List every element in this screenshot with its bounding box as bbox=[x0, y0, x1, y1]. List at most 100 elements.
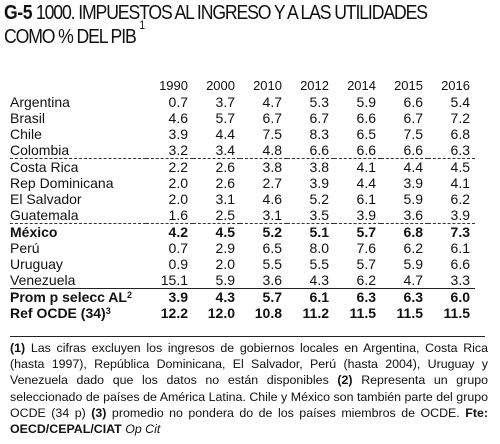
value-cell: 6.2 bbox=[403, 240, 423, 256]
row-label: Guatemala bbox=[10, 207, 146, 224]
value-cell: 6.6 bbox=[287, 142, 334, 159]
row-label: México bbox=[10, 224, 146, 240]
value-cell: 6.2 bbox=[450, 191, 470, 207]
value-cell: 3.1 bbox=[215, 191, 235, 207]
value-cell: 6.5 bbox=[262, 240, 282, 256]
title-line-1: 1000. IMPUESTOS AL INGRESO Y A LAS UTILI… bbox=[35, 1, 428, 24]
value-cell: 7.3 bbox=[450, 224, 470, 240]
value-cell: 7.2 bbox=[450, 110, 470, 126]
value-cell: 3.9 bbox=[168, 126, 188, 142]
value-cell: 2.5 bbox=[193, 207, 240, 224]
value-cell: 6.3 bbox=[403, 289, 423, 305]
year-header: 2010 bbox=[253, 78, 282, 93]
value-cell: 11.5 bbox=[396, 305, 423, 321]
row-label: Chile bbox=[10, 126, 146, 142]
value-cell: 5.2 bbox=[262, 224, 282, 240]
row-label: Costa Rica bbox=[10, 159, 146, 175]
source-text: : OECD/CEPAL/CIAT bbox=[10, 405, 488, 437]
table-row: Brasil 4.6 5.7 6.7 6.7 6.6 6.7 7.2 bbox=[10, 110, 475, 126]
value-cell: 3.8 bbox=[262, 159, 282, 175]
row-label: Colombia bbox=[10, 142, 146, 159]
value-cell: 0.7 bbox=[168, 94, 188, 110]
footnote-2-text: Representa un grupo seleccionado de país… bbox=[10, 373, 488, 420]
value-cell: 5.5 bbox=[262, 256, 282, 272]
table-row: Costa Rica 2.2 2.6 3.8 3.8 4.1 4.4 4.5 bbox=[10, 159, 475, 175]
value-cell: 0.7 bbox=[168, 240, 188, 256]
value-cell: 2.7 bbox=[262, 175, 282, 191]
row-label: Rep Dominicana bbox=[10, 175, 146, 191]
footnote-1-text: Las cifras excluyen los ingresos de gobi… bbox=[10, 341, 488, 388]
value-cell: 2.0 bbox=[215, 256, 235, 272]
value-cell: 3.9 bbox=[168, 289, 188, 305]
footnote-1-marker: (1) bbox=[10, 341, 26, 355]
value-cell: 3.9 bbox=[334, 207, 381, 224]
table-row: Venezuela 15.1 5.9 3.6 4.3 6.2 4.7 3.3 bbox=[10, 272, 475, 289]
table-row: Rep Dominicana 2.0 2.6 2.7 3.9 4.4 3.9 4.1 bbox=[10, 175, 475, 191]
value-cell: 2.0 bbox=[168, 191, 188, 207]
value-cell: 5.5 bbox=[309, 256, 329, 272]
value-cell: 3.6 bbox=[240, 272, 287, 289]
value-cell: 7.5 bbox=[262, 126, 282, 142]
table-row: El Salvador 2.0 3.1 4.6 5.2 6.1 5.9 6.2 bbox=[10, 191, 475, 207]
value-cell: 6.6 bbox=[334, 142, 381, 159]
value-cell: 5.7 bbox=[262, 289, 282, 305]
row-label: Ref OCDE (34)3 bbox=[10, 305, 146, 321]
table-row: Perú 0.7 2.9 6.5 8.0 7.6 6.2 6.1 bbox=[10, 240, 475, 256]
source-label: Fte bbox=[465, 405, 484, 420]
year-header: 2014 bbox=[347, 78, 376, 93]
table-row: Ref OCDE (34)3 12.2 12.0 10.8 11.2 11.5 11.5 11… bbox=[10, 305, 475, 321]
footnote-3-marker: (3) bbox=[91, 405, 107, 420]
value-cell: 3.7 bbox=[215, 94, 235, 110]
footnote-2-marker: (2) bbox=[337, 373, 353, 388]
value-cell: 4.6 bbox=[168, 110, 188, 126]
table-row: Guatemala 1.6 2.5 3.1 3.5 3.9 3.6 3.9 bbox=[10, 207, 475, 224]
value-cell: 10.8 bbox=[254, 305, 282, 321]
row-label-text: Ref OCDE (34) bbox=[10, 305, 106, 321]
value-cell: 11.2 bbox=[302, 305, 329, 321]
value-cell: 6.6 bbox=[403, 94, 423, 110]
value-cell: 12.0 bbox=[207, 305, 235, 321]
value-cell: 4.2 bbox=[168, 224, 188, 240]
year-header: 2012 bbox=[300, 78, 329, 93]
table-row: México 4.2 4.5 5.2 5.1 5.7 6.8 7.3 bbox=[10, 224, 475, 240]
table-row: Colombia 3.2 3.4 4.8 6.6 6.6 6.6 6.3 bbox=[10, 142, 475, 159]
row-label: Venezuela bbox=[10, 272, 146, 289]
figure-code: G-5 bbox=[4, 1, 33, 24]
year-header: 2016 bbox=[441, 78, 470, 93]
header-row: 1990 2000 2010 2012 2014 2015 2016 bbox=[10, 78, 475, 94]
value-cell: 4.5 bbox=[450, 159, 470, 175]
value-cell: 2.9 bbox=[215, 240, 235, 256]
value-cell: 6.5 bbox=[356, 126, 376, 142]
value-cell: 3.6 bbox=[381, 207, 428, 224]
value-cell: 3.4 bbox=[193, 142, 240, 159]
value-cell: 4.3 bbox=[215, 289, 235, 305]
value-cell: 11.5 bbox=[349, 305, 376, 321]
row-label-text: Brasil bbox=[10, 110, 46, 126]
value-cell: 3.3 bbox=[428, 272, 475, 289]
row-label-text: Chile bbox=[10, 126, 42, 142]
row-label-text: Argentina bbox=[10, 94, 70, 110]
value-cell: 5.2 bbox=[309, 191, 329, 207]
value-cell: 5.4 bbox=[450, 94, 470, 110]
value-cell: 2.0 bbox=[168, 175, 188, 191]
value-cell: 5.9 bbox=[403, 191, 423, 207]
value-cell: 6.1 bbox=[450, 240, 470, 256]
value-cell: 15.1 bbox=[146, 272, 193, 289]
value-cell: 5.7 bbox=[356, 256, 376, 272]
value-cell: 3.1 bbox=[240, 207, 287, 224]
row-label-text: Perú bbox=[10, 240, 40, 256]
row-label: Argentina bbox=[10, 94, 146, 110]
value-cell: 5.7 bbox=[215, 110, 235, 126]
value-cell: 6.6 bbox=[356, 110, 376, 126]
row-label: Perú bbox=[10, 240, 146, 256]
value-cell: 3.2 bbox=[146, 142, 193, 159]
value-cell: 3.9 bbox=[403, 175, 423, 191]
value-cell: 2.6 bbox=[215, 159, 235, 175]
value-cell: 3.9 bbox=[428, 207, 475, 224]
value-cell: 8.0 bbox=[309, 240, 329, 256]
value-cell: 3.5 bbox=[287, 207, 334, 224]
row-label-text: El Salvador bbox=[10, 191, 82, 207]
value-cell: 12.2 bbox=[160, 305, 188, 321]
value-cell: 6.8 bbox=[450, 126, 470, 142]
row-label: Prom p selecc AL2 bbox=[10, 289, 146, 305]
